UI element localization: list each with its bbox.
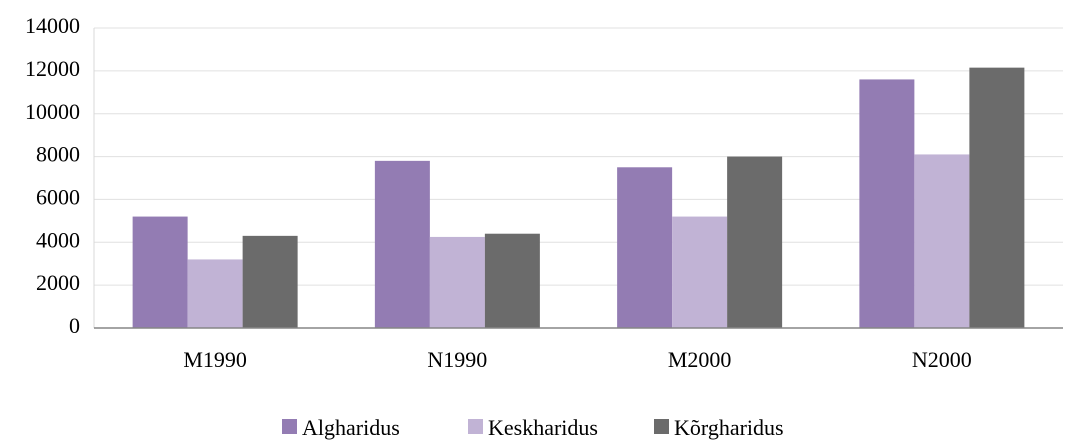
bar xyxy=(429,236,485,328)
legend-label: Kõrgharidus xyxy=(674,415,784,440)
bar xyxy=(374,160,430,328)
y-tick-label: 0 xyxy=(69,313,80,338)
bar xyxy=(672,216,728,328)
bar xyxy=(187,259,243,328)
x-tick-label: M2000 xyxy=(668,347,732,372)
y-tick-label: 6000 xyxy=(36,184,80,209)
y-tick-label: 12000 xyxy=(25,56,80,81)
bar xyxy=(484,233,540,328)
y-tick-label: 4000 xyxy=(36,227,80,252)
x-tick-label: M1990 xyxy=(183,347,247,372)
legend-swatch xyxy=(282,419,297,434)
y-tick-label: 2000 xyxy=(36,270,80,295)
bar xyxy=(859,79,915,328)
y-tick-label: 8000 xyxy=(36,142,80,167)
bar xyxy=(969,67,1025,329)
bar xyxy=(727,156,783,328)
x-tick-label: N1990 xyxy=(427,347,487,372)
y-tick-label: 14000 xyxy=(25,13,80,38)
bar xyxy=(914,154,970,328)
bar xyxy=(242,235,298,328)
legend-swatch xyxy=(468,419,483,434)
y-tick-label: 10000 xyxy=(25,99,80,124)
x-tick-label: N2000 xyxy=(912,347,972,372)
legend-label: Algharidus xyxy=(302,415,400,440)
bar xyxy=(132,216,188,328)
bar xyxy=(617,167,673,328)
legend-label: Keskharidus xyxy=(488,415,598,440)
legend-swatch xyxy=(654,419,669,434)
